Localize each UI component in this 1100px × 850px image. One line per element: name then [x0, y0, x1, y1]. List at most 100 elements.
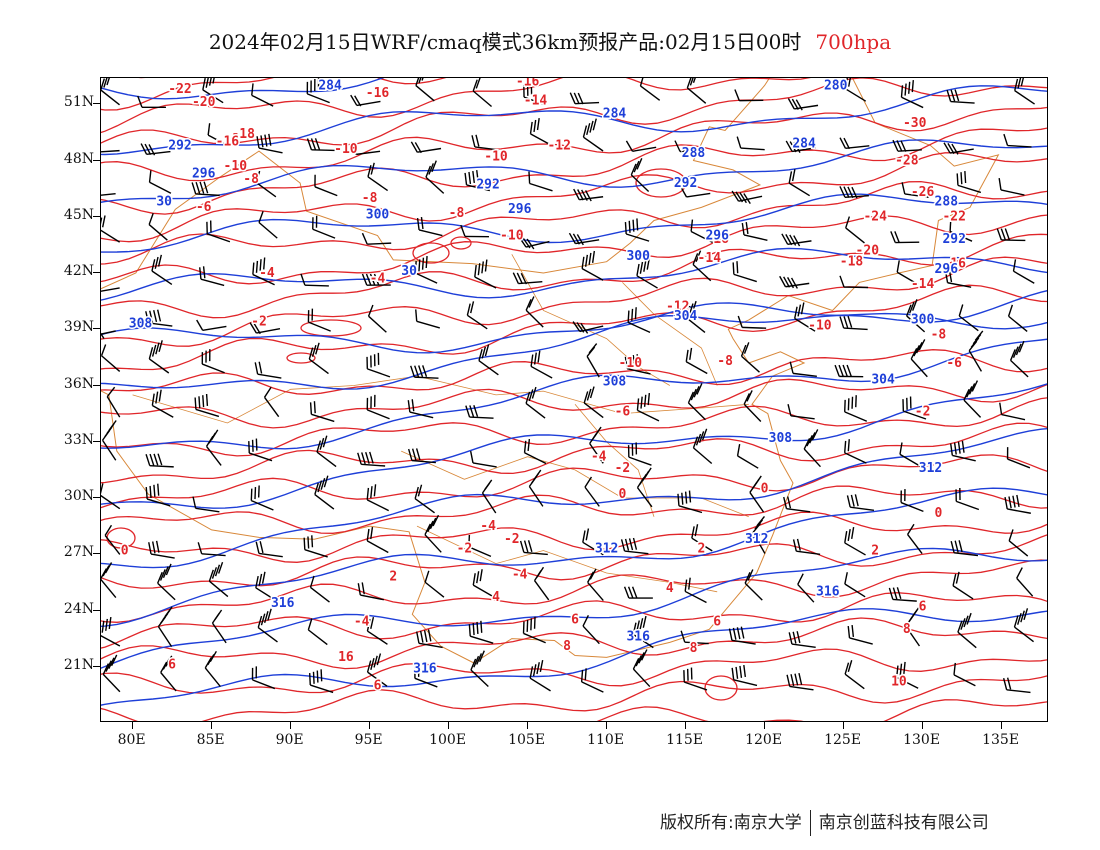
- wind-barb: [312, 215, 336, 239]
- wind-barb: [472, 569, 495, 598]
- lat-tick: [93, 440, 100, 442]
- wind-barb: [361, 273, 391, 286]
- wind-barb: [424, 570, 445, 598]
- map-frame[interactable]: -22 -20 -18 -16 -16 -10 -10 -8 -8 -10 -12 -14 -16 -6-…: [100, 77, 1048, 722]
- wind-barb: [624, 354, 651, 375]
- temperature-isotherm: [101, 256, 1047, 347]
- wind-barb: [414, 484, 435, 514]
- height-label: 296: [705, 228, 729, 243]
- wind-barb: [632, 649, 651, 688]
- wind-barb: [752, 516, 766, 554]
- height-label: 284: [792, 136, 816, 151]
- wind-barb: [783, 496, 811, 513]
- wind-barb: [102, 654, 121, 693]
- wind-barb: [101, 287, 120, 292]
- wind-barb: [1002, 677, 1031, 694]
- wind-barb: [478, 344, 499, 376]
- wind-barb: [888, 587, 917, 602]
- temperature-label: 4: [832, 585, 840, 600]
- wind-barb: [512, 272, 543, 285]
- wind-barb: [249, 322, 281, 335]
- wind-barb: [734, 89, 764, 102]
- wind-barb: [529, 659, 551, 692]
- temperature-closed-contour: [300, 319, 362, 337]
- wind-barb: [192, 496, 220, 513]
- wind-barb: [530, 350, 553, 379]
- wind-barb: [199, 266, 225, 287]
- wind-barb: [636, 467, 653, 508]
- lon-label-135E: 135E: [982, 732, 1020, 748]
- wind-barb: [627, 307, 651, 333]
- wind-barb: [255, 170, 277, 198]
- wind-barb: [349, 143, 381, 156]
- wind-barb: [314, 174, 338, 197]
- wind-barb: [1003, 133, 1032, 148]
- wind-barb: [685, 300, 706, 333]
- lat-label-42N: 42N: [63, 263, 94, 279]
- wind-barb: [160, 655, 177, 692]
- wind-barb: [101, 344, 121, 372]
- weather-map[interactable]: -22-20-18-16-16-10-10-8-8-10-12-14-16-6-…: [101, 78, 1048, 722]
- wind-barb: [470, 650, 489, 688]
- lon-label-95E: 95E: [354, 732, 383, 748]
- wind-barb: [357, 582, 384, 601]
- wind-barb: [639, 78, 661, 101]
- wind-barb: [569, 92, 600, 105]
- wind-barb: [307, 308, 331, 332]
- wind-barb: [366, 484, 390, 512]
- wind-barb: [151, 389, 174, 418]
- temperature-label: -20: [856, 243, 880, 258]
- wind-barb: [998, 177, 1025, 196]
- lon-tick: [210, 722, 212, 729]
- temperature-closed-contour: [704, 675, 738, 701]
- wind-barb: [845, 216, 865, 244]
- height-label: 296: [508, 202, 532, 217]
- wind-barb: [581, 250, 604, 281]
- geopotential-height-contour: [101, 487, 1047, 628]
- temperature-contours: [101, 78, 1047, 721]
- wind-barb: [523, 82, 547, 106]
- wind-barb: [1006, 447, 1031, 469]
- wind-barb: [424, 514, 442, 553]
- temperature-label: -2: [457, 541, 473, 556]
- temperature-label: 4: [666, 581, 674, 596]
- wind-barb: [890, 231, 920, 244]
- temperature-label: -22: [942, 210, 965, 225]
- temperature-label: -8: [362, 191, 378, 206]
- temperature-label: -10: [224, 159, 248, 174]
- geopotential-height-contour: [101, 78, 385, 100]
- temperature-isotherm: [101, 78, 447, 111]
- wind-barb: [627, 442, 652, 466]
- wind-barb: [410, 141, 442, 154]
- wind-barb: [692, 428, 713, 465]
- copyright-owner: 版权所有:南京大学: [660, 813, 802, 833]
- wind-barb: [949, 440, 976, 462]
- wind-barb: [533, 566, 550, 601]
- wind-barb: [1012, 259, 1035, 284]
- temperature-label: -16: [942, 256, 966, 271]
- geopotential-height-contour: [101, 247, 1047, 301]
- height-label: 300: [366, 208, 390, 223]
- temperature-label: -8: [243, 172, 259, 187]
- height-label: 30: [401, 264, 417, 279]
- temperature-isotherm: [101, 511, 1047, 563]
- wind-barb: [955, 488, 980, 511]
- contour-labels: -22-20-18-16-16-10-10-8-8-10-12-14-16-6-…: [119, 78, 967, 695]
- temperature-isotherm: [101, 214, 1047, 285]
- wind-barb: [208, 561, 229, 598]
- wind-barb: [197, 542, 226, 557]
- wind-barb: [580, 668, 604, 693]
- height-label: 308: [769, 431, 793, 446]
- lat-tick: [93, 159, 100, 161]
- wind-barb: [250, 485, 274, 511]
- wind-barb: [963, 380, 982, 418]
- wind-barb: [145, 483, 171, 507]
- wind-barb: [101, 562, 117, 598]
- temperature-label: -18: [840, 255, 864, 270]
- wind-barb: [624, 218, 650, 242]
- wind-barb: [847, 624, 873, 645]
- lat-label-48N: 48N: [63, 150, 94, 167]
- wind-barb: [101, 616, 121, 647]
- wind-barb: [900, 80, 924, 109]
- wind-barb: [254, 361, 282, 379]
